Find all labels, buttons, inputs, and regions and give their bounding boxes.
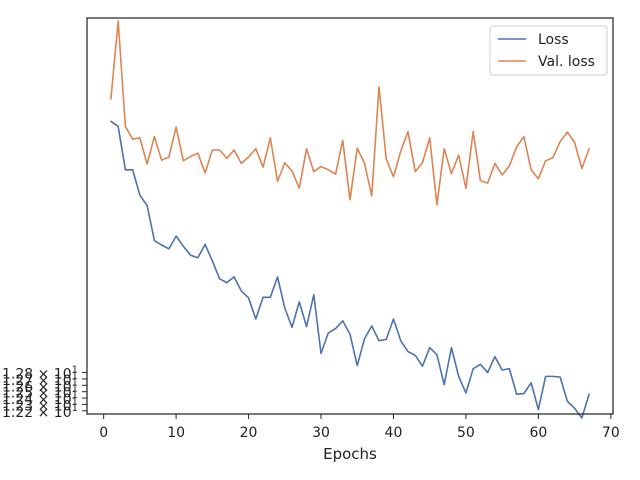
y-tick-label: 1.22 × 101	[2, 403, 78, 421]
legend-label-loss: Loss	[538, 32, 569, 48]
x-axis-label: Epochs	[323, 445, 377, 463]
x-tick-label: 30	[312, 425, 330, 441]
x-tick-label: 10	[167, 425, 185, 441]
y-tick-label: 1.24 × 101	[2, 390, 78, 408]
y-tick-label: 1.25 × 101	[2, 384, 78, 402]
series-line-loss	[110, 120, 590, 419]
x-tick-label: 0	[99, 425, 108, 441]
legend-label-val-loss: Val. loss	[538, 54, 595, 70]
x-tick-label: 70	[602, 425, 620, 441]
series-line-val-loss	[110, 20, 590, 206]
y-tick-label: 1.26 × 101	[2, 377, 78, 395]
legend: Loss Val. loss	[489, 25, 608, 76]
y-tick-label: 1.27 × 101	[2, 371, 78, 389]
series-layer	[110, 20, 590, 419]
y-tick-label: 1.28 × 101	[2, 365, 78, 383]
plot-area-frame	[86, 17, 614, 415]
x-axis: 0 10 20 30 40 50 60 70	[99, 414, 620, 441]
x-tick-label: 60	[529, 425, 547, 441]
x-tick-label: 20	[240, 425, 258, 441]
y-tick-label: 1.23 × 101	[2, 396, 78, 414]
x-tick-label: 50	[457, 425, 475, 441]
x-tick-label: 40	[385, 425, 403, 441]
